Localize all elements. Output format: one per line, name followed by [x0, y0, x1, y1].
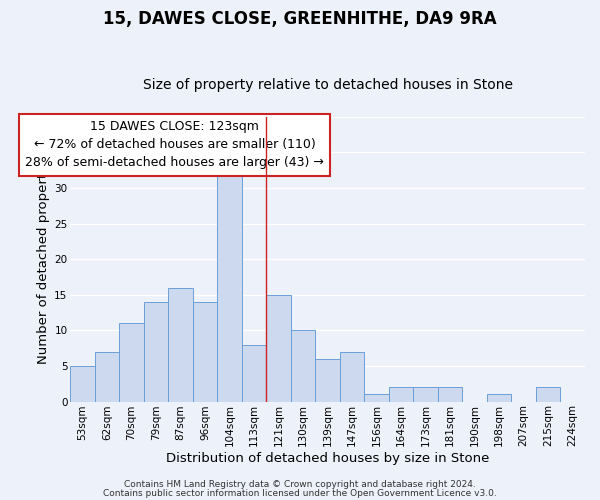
Bar: [438, 388, 463, 402]
Bar: [119, 323, 144, 402]
Text: Contains public sector information licensed under the Open Government Licence v3: Contains public sector information licen…: [103, 488, 497, 498]
X-axis label: Distribution of detached houses by size in Stone: Distribution of detached houses by size …: [166, 452, 490, 465]
Bar: [536, 388, 560, 402]
Text: 15 DAWES CLOSE: 123sqm
← 72% of detached houses are smaller (110)
28% of semi-de: 15 DAWES CLOSE: 123sqm ← 72% of detached…: [25, 120, 324, 170]
Bar: [169, 288, 193, 402]
Bar: [242, 344, 266, 402]
Bar: [413, 388, 438, 402]
Bar: [70, 366, 95, 402]
Bar: [389, 388, 413, 402]
Bar: [95, 352, 119, 402]
Bar: [217, 174, 242, 402]
Text: Contains HM Land Registry data © Crown copyright and database right 2024.: Contains HM Land Registry data © Crown c…: [124, 480, 476, 489]
Y-axis label: Number of detached properties: Number of detached properties: [37, 154, 50, 364]
Title: Size of property relative to detached houses in Stone: Size of property relative to detached ho…: [143, 78, 512, 92]
Bar: [266, 295, 291, 402]
Bar: [316, 359, 340, 402]
Text: 15, DAWES CLOSE, GREENHITHE, DA9 9RA: 15, DAWES CLOSE, GREENHITHE, DA9 9RA: [103, 10, 497, 28]
Bar: [340, 352, 364, 402]
Bar: [193, 302, 217, 402]
Bar: [364, 394, 389, 402]
Bar: [291, 330, 316, 402]
Bar: [144, 302, 169, 402]
Bar: [487, 394, 511, 402]
